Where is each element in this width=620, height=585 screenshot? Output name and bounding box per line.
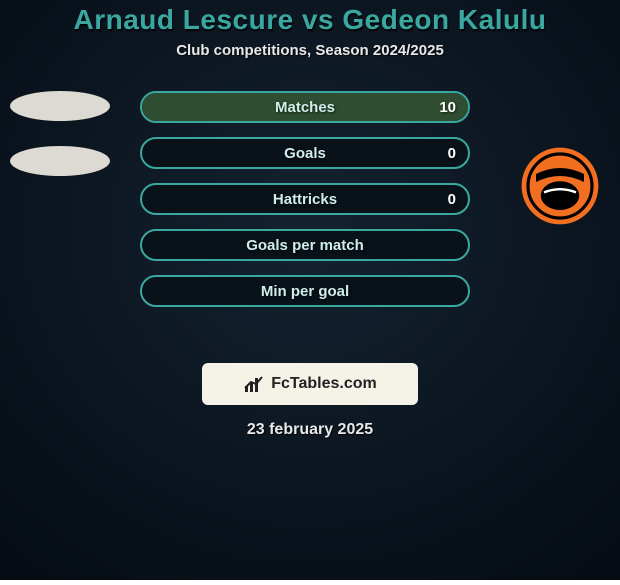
- stat-bar: Goals 0: [140, 137, 470, 169]
- stat-bars: Matches 10 Goals 0 Hattricks 0 Goals per match…: [140, 91, 470, 307]
- bar-label: Min per goal: [261, 283, 349, 300]
- stat-bar: Goals per match: [140, 229, 470, 261]
- comparison-area: Matches 10 Goals 0 Hattricks 0 Goals per match…: [0, 91, 620, 351]
- infographic-root: Arnaud Lescure vs Gedeon Kalulu Club com…: [0, 0, 620, 580]
- bar-value-right: 10: [439, 99, 456, 116]
- stat-bar: Hattricks 0: [140, 183, 470, 215]
- stat-bar: Matches 10: [140, 91, 470, 123]
- bar-label: Matches: [275, 99, 335, 116]
- subtitle: Club competitions, Season 2024/2025: [0, 42, 620, 59]
- stat-bar: Min per goal: [140, 275, 470, 307]
- page-title: Arnaud Lescure vs Gedeon Kalulu: [0, 4, 620, 36]
- bar-value-right: 0: [448, 191, 456, 208]
- left-club-badge-placeholder-1: [10, 91, 110, 121]
- bar-label: Hattricks: [273, 191, 337, 208]
- fc-lorient-badge-icon: [520, 146, 600, 226]
- fctables-logo: FcTables.com: [202, 363, 418, 405]
- logo-text: FcTables.com: [271, 375, 377, 393]
- right-club-badge: [520, 146, 600, 226]
- bar-label: Goals per match: [246, 237, 364, 254]
- chart-icon: [243, 374, 265, 394]
- bar-label: Goals: [284, 145, 326, 162]
- left-club-badge-placeholder-2: [10, 146, 110, 176]
- date-text: 23 february 2025: [0, 421, 620, 439]
- bar-value-right: 0: [448, 145, 456, 162]
